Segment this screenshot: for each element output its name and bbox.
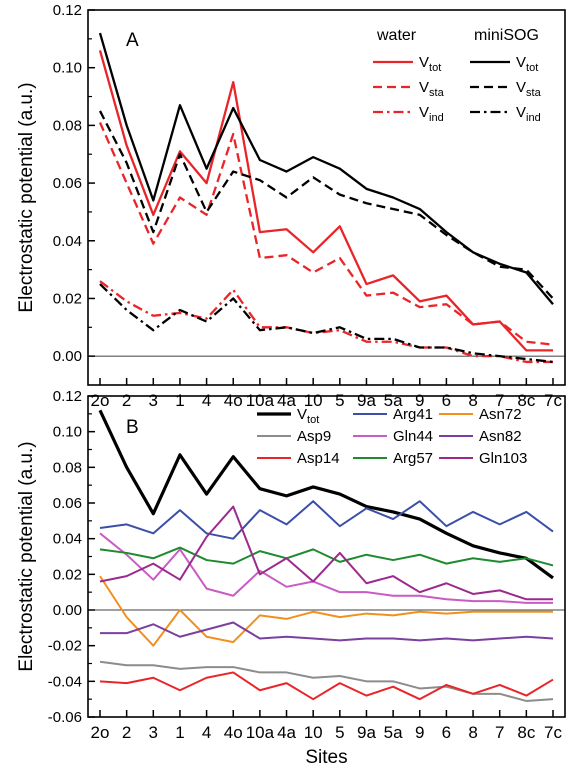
y-tick-label: 0.08	[53, 459, 82, 476]
y-tick-label: -0.06	[48, 709, 82, 726]
series-line-v-tot	[98, 409, 554, 580]
y-tick-label: 0.06	[53, 495, 82, 512]
series-line-asn72	[99, 575, 553, 647]
x-tick-label: 2	[122, 723, 131, 742]
legend-group-title: water	[376, 27, 417, 44]
x-tick-label: 6	[442, 723, 451, 742]
series-line-arg57	[99, 546, 554, 567]
panel-a: 0.00 0.02 0.04 0.06 0.08 0.10 0.12 2o 2 3 1 4 4o 10a 4…	[53, 2, 566, 410]
x-tick-label: 7	[495, 391, 504, 410]
x-tick-label: 1	[175, 723, 184, 742]
legend-label: Asn72	[479, 406, 522, 423]
x-tick-label: 10a	[246, 391, 275, 410]
y-axis-label-b: Electrostatic potential (a.u.)	[16, 441, 37, 671]
legend-label: Vind	[419, 104, 444, 124]
legend-label: Arg41	[393, 406, 433, 423]
y-tick-label: 0.00	[53, 602, 82, 619]
x-tick-label: 10a	[246, 723, 275, 742]
y-tick-label: 0.02	[53, 290, 82, 307]
y-tick-label: 0.04	[53, 531, 82, 548]
series-line-miniSOG-v-ind	[99, 283, 554, 364]
x-tick-label: 5	[335, 391, 344, 410]
legend-label: Arg57	[393, 450, 433, 467]
series-line-gln103	[99, 505, 553, 601]
series-line-gln44	[99, 532, 553, 604]
y-tick-label: 0.10	[53, 424, 82, 441]
x-tick-label: 4a	[277, 391, 296, 410]
x-tick-label: 9a	[357, 391, 376, 410]
y-tick-label: 0.02	[53, 566, 82, 583]
legend-label: Vind	[516, 104, 541, 124]
legend-label: Asn82	[479, 428, 522, 445]
series-line-water-v-ind	[99, 280, 553, 364]
x-tick-label: 7c	[544, 723, 562, 742]
x-tick-label: 2o	[91, 391, 110, 410]
legend-label: Vsta	[419, 79, 445, 99]
series-line-miniSOG-v-sta	[98, 110, 554, 300]
y-tick-label: 0.00	[53, 348, 82, 365]
x-axis-label: Sites	[305, 747, 347, 768]
series-line-asp14	[99, 671, 554, 701]
series-line-asp9	[99, 660, 554, 702]
x-tick-label: 7c	[544, 391, 562, 410]
y-axis-label-a: Electrostatic potential (a.u.)	[16, 82, 37, 312]
y-tick-label: 0.10	[53, 60, 82, 77]
x-tick-label: 3	[149, 391, 158, 410]
legend-group-title: miniSOG	[474, 27, 539, 44]
legend-label: Gln44	[393, 428, 433, 445]
y-tick-label: 0.06	[53, 175, 82, 192]
series-line-asn82	[100, 621, 554, 642]
y-tick-label: 0.12	[53, 388, 82, 405]
panel-b: -0.06 -0.04 -0.02 0.00 0.02 0.04 0.06 0.08 0.10 0…	[48, 388, 566, 742]
x-tick-label: 10	[304, 723, 323, 742]
y-tick-label: -0.04	[48, 673, 82, 690]
y-tick-label: -0.02	[48, 638, 82, 655]
y-tick-label: 0.08	[53, 117, 82, 134]
series-line-water-v-sta	[98, 122, 554, 346]
x-tick-label: 4o	[224, 391, 243, 410]
x-tick-label: 2	[122, 391, 131, 410]
legend-label: Vtot	[419, 54, 441, 74]
plot-frame	[87, 9, 566, 386]
series-line-water-v-tot	[98, 50, 553, 352]
y-tick-label: 0.12	[53, 2, 82, 19]
x-tick-label: 5a	[384, 723, 403, 742]
x-tick-label: 7	[495, 723, 504, 742]
x-tick-label: 3	[149, 723, 158, 742]
x-tick-label: 8c	[517, 723, 535, 742]
legend-label: Asp14	[297, 450, 340, 467]
legend-label: Gln103	[479, 450, 527, 467]
x-tick-label: 1	[175, 391, 184, 410]
panel-label: A	[126, 30, 139, 51]
legend-label: Vtot	[516, 54, 538, 74]
x-tick-label: 8	[468, 391, 477, 410]
x-tick-label: 8	[468, 723, 477, 742]
y-tick-label: 0.04	[53, 233, 82, 250]
series-line-miniSOG-v-tot	[98, 32, 554, 305]
legend-label: Asp9	[297, 428, 331, 445]
legend-label: Vtot	[297, 406, 319, 426]
panel-label: B	[126, 417, 139, 438]
plot-frame	[87, 395, 566, 718]
legend-label: Vsta	[516, 79, 542, 99]
x-tick-label: 9	[415, 391, 424, 410]
series-line-arg41	[99, 500, 554, 540]
x-tick-label: 9a	[357, 723, 376, 742]
x-tick-label: 9	[415, 723, 424, 742]
x-tick-label: 5	[335, 723, 344, 742]
x-tick-label: 6	[442, 391, 451, 410]
x-tick-label: 4o	[224, 723, 243, 742]
x-tick-label: 4	[202, 391, 211, 410]
x-tick-label: 2o	[91, 723, 110, 742]
x-tick-label: 4	[202, 723, 211, 742]
x-tick-label: 4a	[277, 723, 296, 742]
